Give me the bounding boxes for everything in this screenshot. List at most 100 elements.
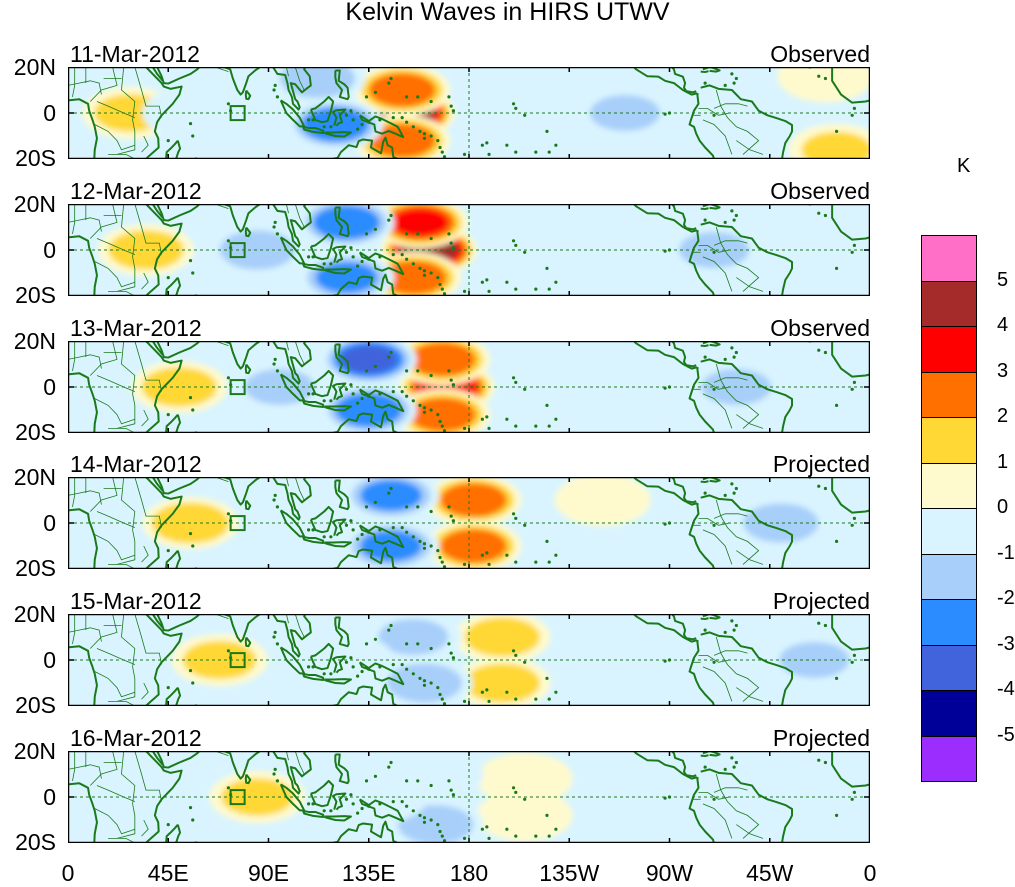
- coastline: [700, 221, 794, 296]
- country-border: [294, 614, 305, 638]
- anomaly-contour: [777, 67, 870, 103]
- island: [418, 813, 422, 817]
- colorbar-swatch: [921, 644, 977, 691]
- island: [505, 280, 509, 284]
- island: [400, 800, 404, 804]
- island: [416, 642, 420, 646]
- island: [329, 535, 333, 539]
- island: [391, 800, 395, 804]
- anomaly-contour: [335, 393, 402, 427]
- panel-kind: Projected: [772, 725, 870, 751]
- island: [712, 797, 716, 801]
- island: [462, 152, 467, 156]
- island: [400, 663, 404, 667]
- island: [734, 760, 738, 765]
- coastline: [327, 683, 400, 706]
- island: [554, 143, 558, 147]
- coastline: [68, 645, 98, 706]
- island: [356, 127, 360, 131]
- island: [429, 99, 433, 104]
- country-border: [736, 824, 764, 839]
- island: [823, 213, 828, 218]
- anomaly-contour: [476, 789, 573, 842]
- anomaly-contour: [391, 208, 449, 237]
- coastline: [156, 341, 201, 359]
- island: [356, 674, 360, 678]
- panel-date: 13-Mar-2012: [70, 315, 202, 341]
- country-border: [134, 204, 162, 255]
- country-border: [715, 226, 760, 292]
- island: [188, 531, 193, 536]
- island: [311, 528, 315, 532]
- island: [400, 526, 404, 530]
- country-border: [72, 67, 76, 97]
- island: [462, 699, 467, 703]
- anomaly-contour: [397, 805, 474, 843]
- island: [418, 676, 422, 680]
- island: [511, 376, 516, 380]
- map-panel-plot: [68, 341, 870, 433]
- island: [405, 232, 409, 236]
- anomaly-contour: [476, 752, 573, 805]
- coastline: [302, 399, 325, 409]
- island: [451, 519, 456, 523]
- island: [272, 88, 276, 92]
- island: [732, 491, 736, 495]
- island: [373, 637, 378, 641]
- island: [514, 380, 518, 384]
- island: [545, 676, 549, 680]
- island: [487, 562, 491, 566]
- map-panel-plot: [68, 614, 870, 706]
- panel-date: 16-Mar-2012: [70, 725, 202, 751]
- island: [440, 560, 444, 564]
- map-panel-plot: [68, 204, 870, 296]
- anomaly-contour: [386, 663, 463, 703]
- reference-box: [229, 515, 246, 532]
- island: [344, 523, 349, 527]
- coastline: [272, 204, 312, 248]
- island: [166, 139, 170, 143]
- island: [322, 809, 326, 813]
- anomaly-contour: [331, 771, 428, 823]
- coastline: [272, 67, 312, 111]
- island: [554, 417, 558, 421]
- country-border: [116, 614, 136, 702]
- island: [422, 542, 427, 546]
- island: [834, 403, 839, 407]
- island: [514, 560, 518, 564]
- island: [823, 76, 828, 81]
- coastline: [323, 815, 352, 822]
- country-border: [134, 341, 162, 392]
- island: [367, 394, 371, 398]
- island: [429, 236, 433, 241]
- coastline: [309, 642, 335, 671]
- island: [817, 348, 821, 352]
- island: [663, 796, 667, 800]
- coastline: [332, 245, 347, 264]
- anomaly-contour: [554, 477, 651, 526]
- country-border: [285, 477, 289, 487]
- x-tick-label: 45W: [746, 860, 794, 886]
- country-border: [116, 67, 136, 155]
- colorbar: [921, 235, 977, 782]
- country-border: [713, 513, 748, 519]
- x-tick-label: 180: [449, 860, 489, 886]
- coastline: [700, 494, 794, 569]
- island: [440, 287, 444, 291]
- coastline: [156, 204, 201, 222]
- island: [485, 551, 489, 555]
- island: [734, 623, 738, 628]
- coastline: [302, 672, 325, 682]
- colorbar-swatch: [921, 462, 977, 509]
- island: [663, 659, 667, 663]
- country-border: [294, 477, 305, 501]
- island: [191, 134, 195, 138]
- island: [514, 516, 518, 520]
- map-panel: 12-Mar-2012 Observed 20N 0 20S: [14, 178, 870, 308]
- coastline: [68, 372, 98, 433]
- island: [511, 239, 516, 243]
- island: [505, 417, 509, 421]
- colorbar-label: 5: [997, 268, 1009, 291]
- island: [188, 805, 193, 810]
- island: [545, 813, 549, 817]
